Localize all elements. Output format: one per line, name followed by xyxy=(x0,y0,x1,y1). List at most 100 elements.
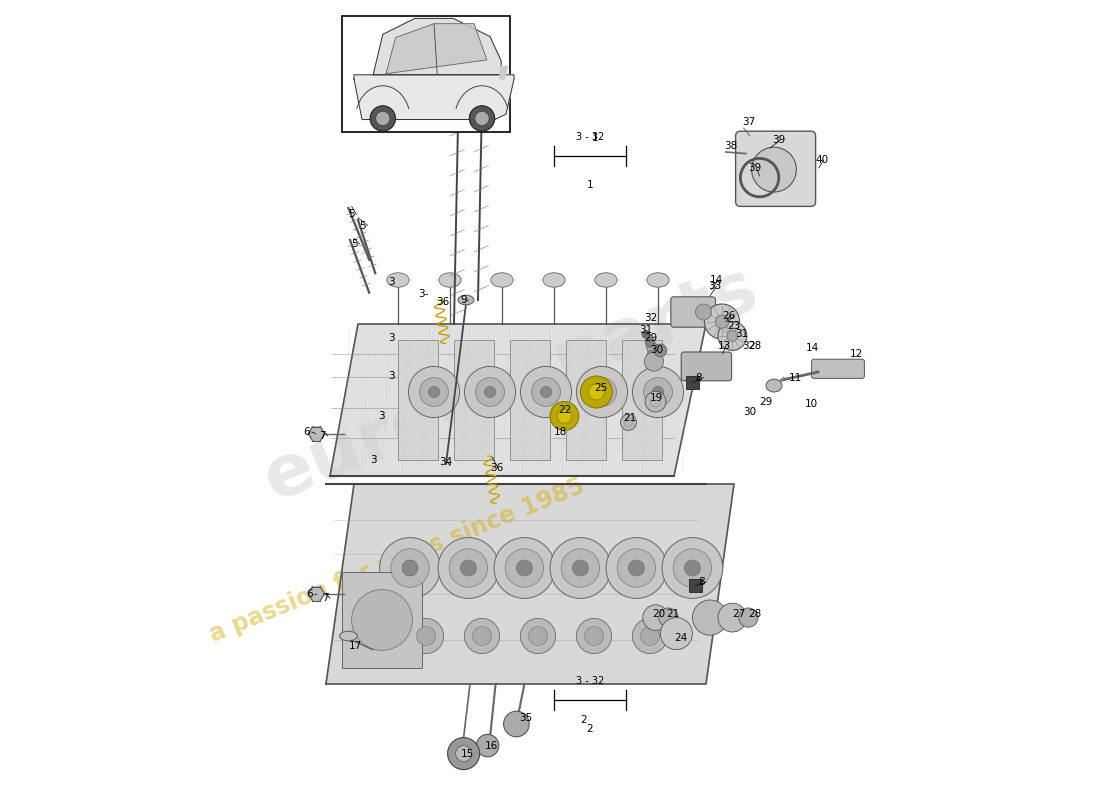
Polygon shape xyxy=(326,484,734,684)
Circle shape xyxy=(692,600,727,635)
Circle shape xyxy=(455,746,472,762)
Circle shape xyxy=(606,538,667,598)
Text: 9: 9 xyxy=(461,295,468,305)
Circle shape xyxy=(704,304,739,339)
Circle shape xyxy=(461,560,476,576)
Text: 38: 38 xyxy=(725,141,738,150)
Text: 4: 4 xyxy=(484,99,491,109)
Ellipse shape xyxy=(439,273,461,287)
Text: 23: 23 xyxy=(727,322,741,331)
Text: 3: 3 xyxy=(378,411,385,421)
Text: 30: 30 xyxy=(744,407,757,417)
Circle shape xyxy=(520,618,556,654)
Text: 26: 26 xyxy=(722,311,735,321)
Polygon shape xyxy=(330,324,706,476)
Text: 19: 19 xyxy=(650,394,663,403)
Circle shape xyxy=(751,147,796,192)
Text: 39: 39 xyxy=(772,135,785,145)
Circle shape xyxy=(617,549,656,587)
Text: 7: 7 xyxy=(322,594,329,603)
Text: 3 - 32: 3 - 32 xyxy=(576,675,604,686)
Circle shape xyxy=(576,366,628,418)
Text: 24: 24 xyxy=(674,634,688,643)
Circle shape xyxy=(484,386,496,398)
Text: 14: 14 xyxy=(710,275,724,285)
Circle shape xyxy=(476,734,498,757)
Text: 3: 3 xyxy=(388,333,395,342)
Circle shape xyxy=(645,352,663,371)
Circle shape xyxy=(475,378,505,406)
Circle shape xyxy=(644,378,672,406)
Text: 18: 18 xyxy=(554,427,568,437)
Text: 35: 35 xyxy=(519,714,532,723)
FancyBboxPatch shape xyxy=(736,131,815,206)
Circle shape xyxy=(379,538,440,598)
Polygon shape xyxy=(386,24,487,74)
Text: 2: 2 xyxy=(586,724,593,734)
Bar xyxy=(686,376,698,389)
Text: 15: 15 xyxy=(461,749,474,758)
Polygon shape xyxy=(499,66,507,79)
Circle shape xyxy=(581,376,613,408)
Circle shape xyxy=(475,111,490,126)
Circle shape xyxy=(408,366,460,418)
Text: 36: 36 xyxy=(437,298,450,307)
Circle shape xyxy=(718,603,747,632)
Text: 32: 32 xyxy=(742,341,756,350)
Text: 3: 3 xyxy=(370,455,376,465)
Text: 6: 6 xyxy=(306,589,312,598)
Text: 3: 3 xyxy=(388,371,395,381)
Text: 17: 17 xyxy=(349,642,362,651)
Bar xyxy=(398,340,438,460)
Polygon shape xyxy=(308,426,324,441)
Circle shape xyxy=(408,618,443,654)
Text: 25: 25 xyxy=(594,383,607,393)
Circle shape xyxy=(718,322,747,350)
Circle shape xyxy=(528,626,548,646)
Circle shape xyxy=(464,618,499,654)
Circle shape xyxy=(647,342,658,354)
Text: 1: 1 xyxy=(592,133,598,142)
Ellipse shape xyxy=(340,631,358,641)
Bar xyxy=(454,340,494,460)
Circle shape xyxy=(695,304,712,320)
Circle shape xyxy=(673,549,712,587)
Text: 32: 32 xyxy=(645,314,658,323)
Text: 3 - 32: 3 - 32 xyxy=(576,131,604,142)
Bar xyxy=(342,16,510,132)
Circle shape xyxy=(516,560,532,576)
Text: 34: 34 xyxy=(440,458,453,467)
Circle shape xyxy=(561,549,600,587)
Circle shape xyxy=(576,618,612,654)
Text: 1: 1 xyxy=(586,180,593,190)
Circle shape xyxy=(662,538,723,598)
Circle shape xyxy=(642,330,650,338)
Circle shape xyxy=(417,626,436,646)
Ellipse shape xyxy=(595,273,617,287)
Text: 29: 29 xyxy=(760,397,773,406)
Text: 37: 37 xyxy=(742,117,756,126)
Polygon shape xyxy=(308,586,324,601)
Bar xyxy=(566,340,606,460)
Circle shape xyxy=(550,402,579,430)
Ellipse shape xyxy=(542,273,565,287)
Ellipse shape xyxy=(647,273,669,287)
Text: 12: 12 xyxy=(850,349,864,358)
Circle shape xyxy=(596,386,607,398)
Text: 28: 28 xyxy=(748,610,761,619)
Bar xyxy=(690,579,702,592)
Text: 22: 22 xyxy=(558,405,571,414)
Circle shape xyxy=(419,378,449,406)
Circle shape xyxy=(428,386,440,398)
Circle shape xyxy=(654,344,667,357)
Text: 40: 40 xyxy=(815,155,828,165)
Ellipse shape xyxy=(491,273,514,287)
Circle shape xyxy=(470,106,495,131)
Circle shape xyxy=(715,315,728,328)
Circle shape xyxy=(646,391,666,412)
Text: 27: 27 xyxy=(733,610,746,619)
Circle shape xyxy=(727,330,738,342)
Circle shape xyxy=(584,626,604,646)
Ellipse shape xyxy=(458,295,474,305)
Circle shape xyxy=(520,366,572,418)
